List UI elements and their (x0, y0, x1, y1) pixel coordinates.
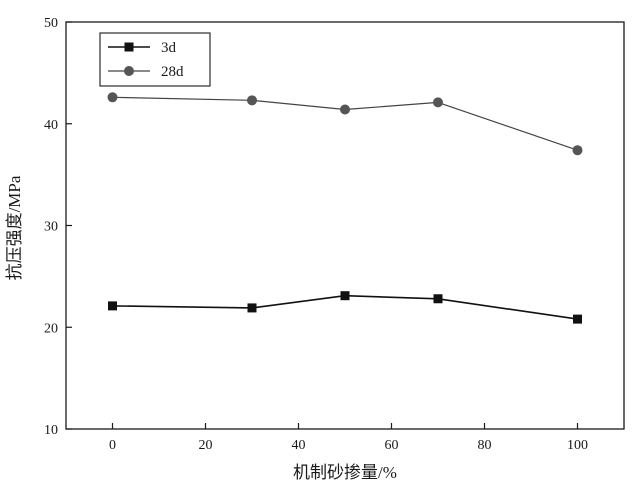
y-tick-label: 10 (44, 423, 58, 438)
legend-marker-circle (124, 66, 134, 76)
legend-box (99, 32, 211, 87)
data-point-3d (247, 303, 257, 313)
series-layer (107, 92, 583, 324)
x-tick-label: 80 (478, 438, 492, 453)
y-tick-label: 40 (44, 118, 58, 133)
data-point-28d (572, 145, 583, 156)
x-tick-label: 40 (292, 438, 306, 453)
x-tick-label: 100 (567, 438, 588, 453)
legend: 3d 28d (99, 32, 211, 87)
y-tick-label: 30 (44, 220, 58, 235)
x-tick-label: 60 (385, 438, 399, 453)
legend-label-28d: 28d (161, 64, 184, 80)
y-tick-label: 50 (44, 16, 58, 31)
y-tick-label: 20 (44, 321, 58, 336)
data-point-3d (108, 301, 117, 311)
legend-label-3d: 3d (161, 40, 177, 56)
data-point-28d (340, 104, 350, 115)
y-axis-ticks: 10 20 30 40 50 (44, 16, 72, 438)
y-axis-title: 抗压强度/MPa (5, 175, 24, 280)
legend-marker-square (124, 42, 134, 52)
data-point-28d (107, 92, 118, 103)
data-point-28d (247, 95, 257, 106)
data-point-3d (433, 294, 443, 304)
x-tick-label: 20 (199, 438, 213, 453)
x-axis-ticks: 0 20 40 60 80 100 (109, 423, 588, 453)
x-tick-label: 0 (109, 438, 116, 453)
data-point-3d (573, 314, 582, 324)
data-point-3d (340, 291, 350, 301)
data-point-28d (433, 97, 443, 108)
x-axis-title: 机制砂掺量/% (293, 463, 397, 482)
